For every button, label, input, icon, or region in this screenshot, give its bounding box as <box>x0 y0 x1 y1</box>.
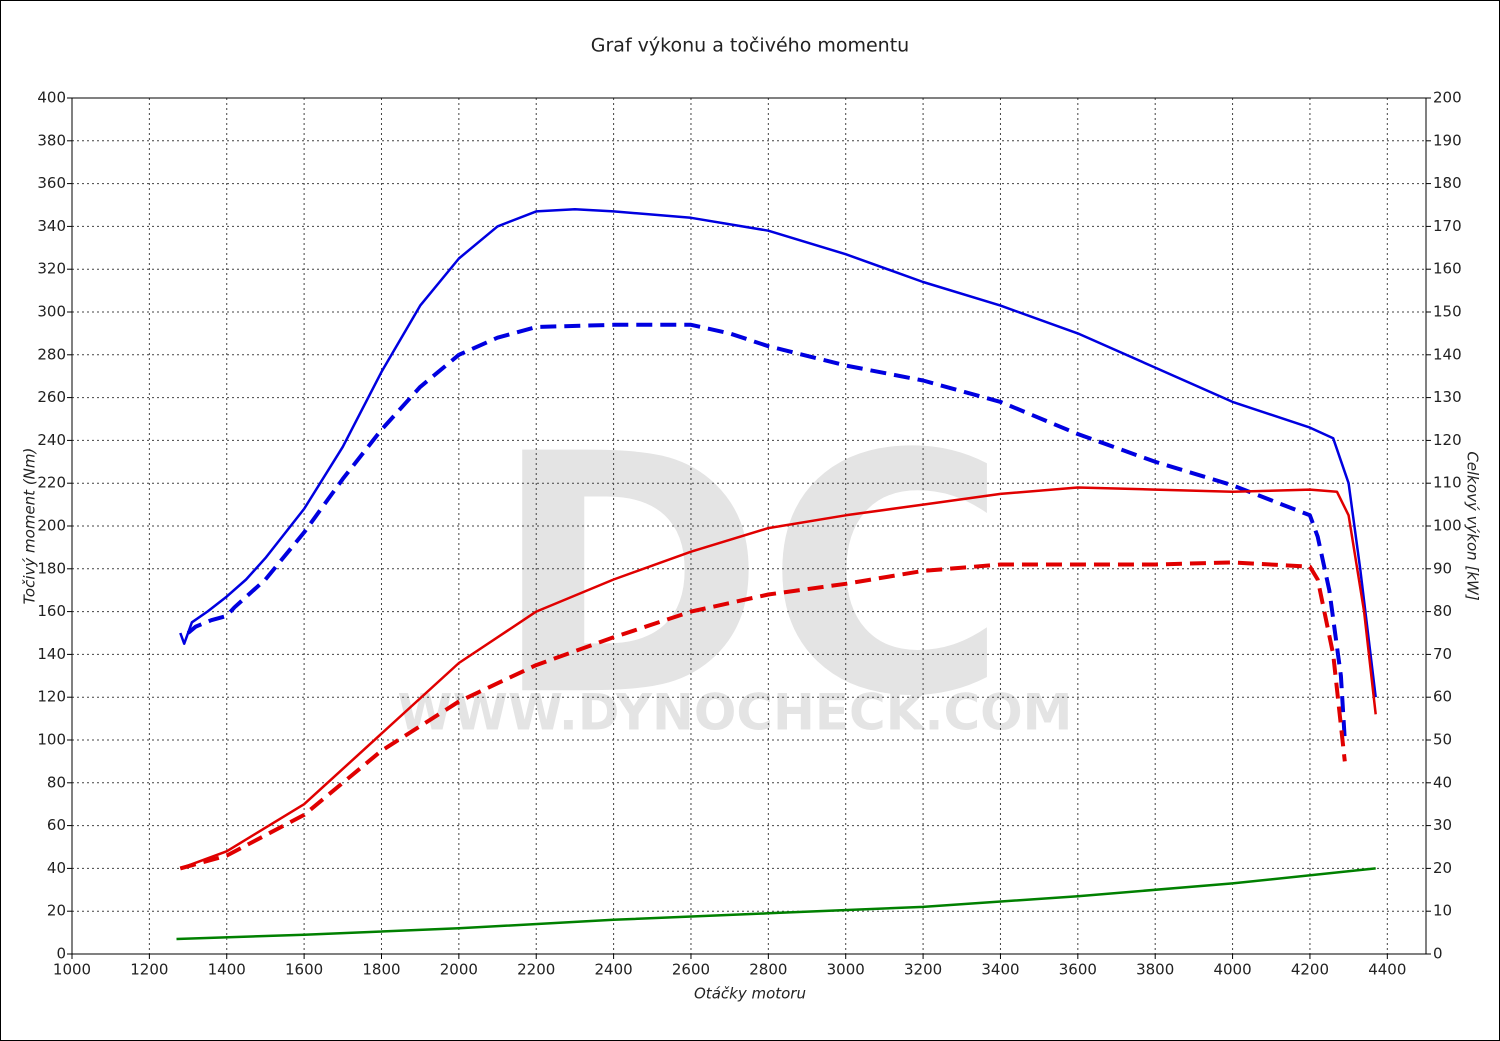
x-tick-label: 3600 <box>1059 961 1097 979</box>
series-line <box>179 208 1377 698</box>
y-tick-label: 340 <box>37 217 66 235</box>
y-tick-label: 400 <box>37 89 66 107</box>
y-tick-label: 360 <box>37 174 66 192</box>
watermark-url: WWW.DYNOCHECK.COM <box>398 684 1073 742</box>
x-tick-label: 1600 <box>285 961 323 979</box>
chart-title: Graf výkonu a točivého momentu <box>591 35 909 57</box>
x-tick-label: 3200 <box>904 961 942 979</box>
y-tick-label: 220 <box>37 474 66 492</box>
y2-tick-label: 120 <box>1433 431 1462 449</box>
y-tick-label: 80 <box>47 773 66 791</box>
x-tick-label: 4000 <box>1213 961 1251 979</box>
y2-tick-label: 20 <box>1433 859 1452 877</box>
y-tick-label: 140 <box>37 645 66 663</box>
y2-tick-label: 0 <box>1433 945 1443 963</box>
y2-tick-label: 110 <box>1433 474 1462 492</box>
y2-tick-label: 160 <box>1433 260 1462 278</box>
x-tick-label: 3400 <box>981 961 1019 979</box>
x-tick-label: 4400 <box>1368 961 1406 979</box>
y-tick-label: 0 <box>56 945 66 963</box>
y-axis-label: Točivý moment (Nm) <box>21 448 39 605</box>
x-tick-label: 1000 <box>53 961 91 979</box>
watermark: DC <box>492 384 1008 768</box>
plot-border <box>71 97 1427 955</box>
y-tick-label: 100 <box>37 731 66 749</box>
series-line <box>186 322 1347 741</box>
y2-tick-label: 150 <box>1433 303 1462 321</box>
y-tick-label: 20 <box>47 902 66 920</box>
y2-tick-label: 40 <box>1433 773 1452 791</box>
y2-axis-label: Celkový výkon [kW] <box>1464 451 1482 601</box>
y2-tick-label: 50 <box>1433 731 1452 749</box>
y-tick-label: 240 <box>37 431 66 449</box>
x-tick-label: 2800 <box>749 961 787 979</box>
y2-tick-label: 140 <box>1433 345 1462 363</box>
y-tick-label: 180 <box>37 559 66 577</box>
y-tick-label: 280 <box>37 345 66 363</box>
y2-tick-label: 180 <box>1433 174 1462 192</box>
x-tick-label: 2200 <box>517 961 555 979</box>
y-tick-label: 60 <box>47 816 66 834</box>
y2-tick-label: 200 <box>1433 89 1462 107</box>
series-line <box>176 867 1376 941</box>
y-tick-label: 120 <box>37 688 66 706</box>
y2-tick-label: 60 <box>1433 688 1452 706</box>
x-tick-label: 2400 <box>595 961 633 979</box>
y2-tick-label: 170 <box>1433 217 1462 235</box>
x-tick-label: 2600 <box>672 961 710 979</box>
y-tick-label: 160 <box>37 602 66 620</box>
y-tick-label: 260 <box>37 388 66 406</box>
y-tick-label: 320 <box>37 260 66 278</box>
series-line <box>179 486 1377 870</box>
x-tick-label: 3000 <box>827 961 865 979</box>
x-tick-label: 3800 <box>1136 961 1174 979</box>
y2-tick-label: 70 <box>1433 645 1452 663</box>
y2-tick-label: 90 <box>1433 559 1452 577</box>
series-line <box>179 560 1347 871</box>
y2-tick-label: 130 <box>1433 388 1462 406</box>
x-tick-label: 1800 <box>362 961 400 979</box>
y-tick-label: 300 <box>37 303 66 321</box>
x-tick-label: 1200 <box>130 961 168 979</box>
x-tick-label: 1400 <box>208 961 246 979</box>
y2-tick-label: 30 <box>1433 816 1452 834</box>
x-tick-label: 4200 <box>1291 961 1329 979</box>
x-tick-label: 2000 <box>440 961 478 979</box>
y2-tick-label: 190 <box>1433 131 1462 149</box>
y-tick-label: 380 <box>37 131 66 149</box>
y2-tick-label: 100 <box>1433 517 1462 535</box>
y-tick-label: 200 <box>37 517 66 535</box>
y2-tick-label: 80 <box>1433 602 1452 620</box>
x-axis-label: Otáčky motoru <box>694 985 806 1003</box>
y-tick-label: 40 <box>47 859 66 877</box>
y2-tick-label: 10 <box>1433 902 1452 920</box>
